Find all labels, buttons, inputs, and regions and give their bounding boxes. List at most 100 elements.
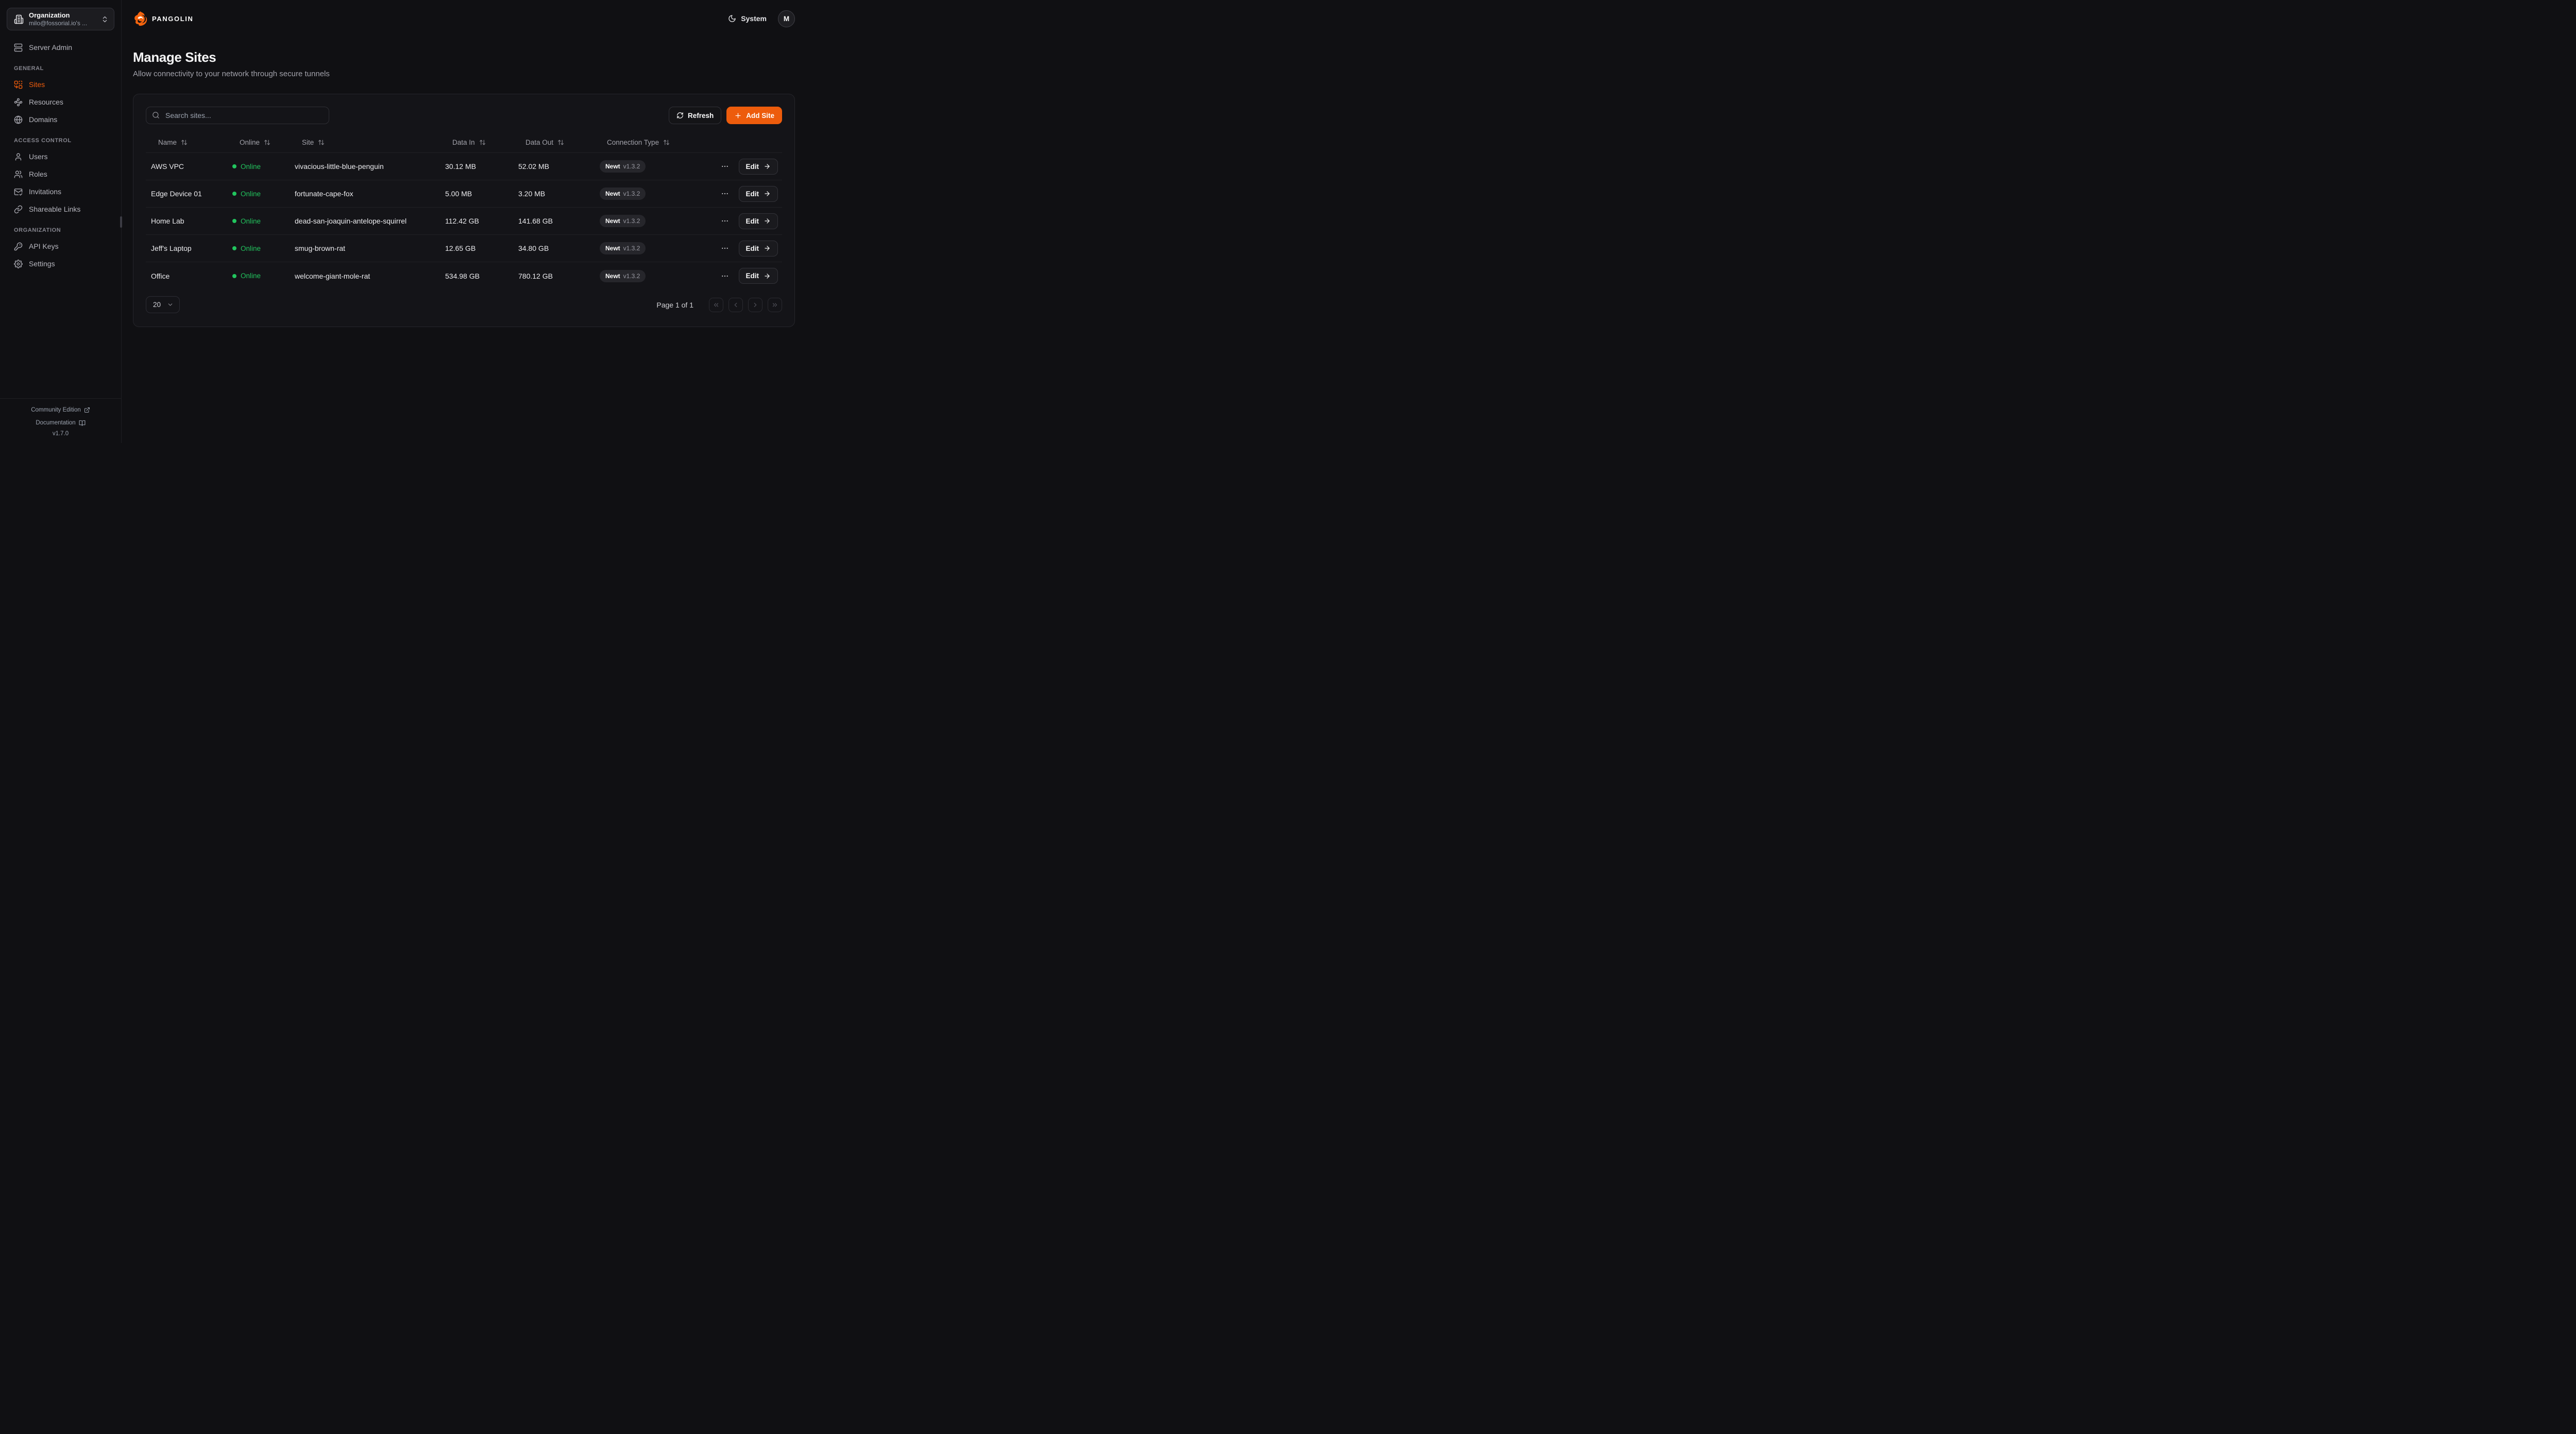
cell-connection-type: Newt v1.3.2 xyxy=(595,269,726,282)
sidebar-item-invitations[interactable]: Invitations xyxy=(7,183,114,200)
column-label: Connection Type xyxy=(607,139,659,146)
cell-connection-type: Newt v1.3.2 xyxy=(595,160,726,173)
column-label: Data In xyxy=(452,139,475,146)
connection-type-name: Newt xyxy=(605,163,620,170)
column-header-name[interactable]: Name xyxy=(146,139,227,146)
first-page-button[interactable] xyxy=(709,297,723,312)
sidebar-item-roles[interactable]: Roles xyxy=(7,165,114,183)
main-area: PANGOLIN System M Manage Sites Allow con… xyxy=(122,0,808,443)
theme-label: System xyxy=(741,14,767,23)
connection-type-name: Newt xyxy=(605,190,620,197)
sidebar: Organization milo@fossorial.io's ... Ser… xyxy=(0,0,122,443)
sidebar-footer: Community Edition Documentation v1.7.0 xyxy=(0,398,121,443)
sidebar-item-users[interactable]: Users xyxy=(7,148,114,165)
refresh-button[interactable]: Refresh xyxy=(668,107,722,124)
search-input[interactable] xyxy=(146,107,329,124)
cell-site: dead-san-joaquin-antelope-squirrel xyxy=(295,217,407,225)
more-horizontal-icon xyxy=(721,247,728,249)
row-menu-button[interactable] xyxy=(720,243,730,253)
sidebar-item-label: Users xyxy=(29,152,48,161)
cell-online: Online xyxy=(227,217,290,225)
online-status-label: Online xyxy=(241,244,261,252)
brand-home-link[interactable]: PANGOLIN xyxy=(133,11,193,26)
more-horizontal-icon xyxy=(721,165,728,167)
connection-type-badge: Newt v1.3.2 xyxy=(600,215,646,227)
globe-icon xyxy=(14,115,23,124)
community-edition-link[interactable]: Community Edition xyxy=(31,406,90,414)
row-menu-button[interactable] xyxy=(720,189,730,199)
sidebar-item-label: Resources xyxy=(29,98,63,106)
column-header-data-out[interactable]: Data Out xyxy=(513,139,595,146)
sites-card: Refresh Add Site Name xyxy=(133,94,795,327)
nav-section-access-control: ACCESS CONTROL xyxy=(14,138,72,144)
table-footer: 20 Page 1 of 1 xyxy=(146,296,782,313)
key-icon xyxy=(14,242,23,251)
sidebar-item-resources[interactable]: Resources xyxy=(7,93,114,111)
column-header-connection-type[interactable]: Connection Type xyxy=(595,139,726,146)
more-horizontal-icon xyxy=(721,193,728,195)
column-header-online[interactable]: Online xyxy=(227,139,290,146)
page-content: Manage Sites Allow connectivity to your … xyxy=(122,37,808,327)
sort-icon xyxy=(663,139,670,146)
online-status-dot xyxy=(232,192,236,196)
external-link-icon xyxy=(84,407,90,413)
sidebar-item-shareable-links[interactable]: Shareable Links xyxy=(7,200,114,218)
org-switcher[interactable]: Organization milo@fossorial.io's ... xyxy=(7,8,114,30)
online-status-dot xyxy=(232,246,236,250)
sidebar-item-domains[interactable]: Domains xyxy=(7,111,114,128)
edit-button[interactable]: Edit xyxy=(738,213,778,229)
sidebar-item-api-keys[interactable]: API Keys xyxy=(7,237,114,255)
edit-button[interactable]: Edit xyxy=(738,240,778,257)
last-page-button[interactable] xyxy=(768,297,782,312)
theme-toggle-button[interactable]: System xyxy=(728,14,767,23)
online-status-label: Online xyxy=(241,190,261,198)
column-header-data-in[interactable]: Data In xyxy=(440,139,513,146)
cell-data-out: 52.02 MB xyxy=(518,162,549,170)
community-edition-label: Community Edition xyxy=(31,407,81,413)
connection-type-version: v1.3.2 xyxy=(623,190,640,197)
next-page-button[interactable] xyxy=(748,297,762,312)
sidebar-item-server-admin[interactable]: Server Admin xyxy=(7,39,114,56)
refresh-icon xyxy=(676,112,684,119)
row-menu-button[interactable] xyxy=(720,161,730,172)
link-icon xyxy=(14,205,23,214)
sidebar-item-settings[interactable]: Settings xyxy=(7,255,114,272)
brand-name: PANGOLIN xyxy=(152,14,194,23)
connection-type-badge: Newt v1.3.2 xyxy=(600,187,646,200)
waypoints-icon xyxy=(14,98,23,107)
column-label: Data Out xyxy=(526,139,554,146)
online-status-label: Online xyxy=(241,272,261,280)
connection-type-name: Newt xyxy=(605,245,620,252)
add-site-button[interactable]: Add Site xyxy=(726,107,782,124)
page-size-select[interactable]: 20 xyxy=(146,296,180,313)
page-info: Page 1 of 1 xyxy=(656,300,693,309)
sort-icon xyxy=(479,139,486,146)
sidebar-resize-handle[interactable] xyxy=(120,216,122,228)
row-menu-button[interactable] xyxy=(720,271,730,281)
cell-name: Jeff's Laptop xyxy=(151,244,192,252)
previous-page-button[interactable] xyxy=(728,297,743,312)
avatar[interactable]: M xyxy=(778,10,795,27)
column-header-site[interactable]: Site xyxy=(290,139,440,146)
plus-icon xyxy=(734,112,742,120)
online-status-label: Online xyxy=(241,217,261,225)
sidebar-item-label: Settings xyxy=(29,260,55,268)
edit-button[interactable]: Edit xyxy=(738,268,778,284)
search-box xyxy=(146,107,329,124)
edit-button[interactable]: Edit xyxy=(738,185,778,202)
table-row: Home Lab Online dead-san-joaquin-antelop… xyxy=(146,208,782,235)
sidebar-item-sites[interactable]: Sites xyxy=(7,76,114,93)
page-title: Manage Sites xyxy=(133,49,216,65)
chevron-right-icon xyxy=(754,302,757,307)
sidebar-item-label: Shareable Links xyxy=(29,205,81,213)
pangolin-logo-icon xyxy=(133,11,148,26)
gear-icon xyxy=(14,259,23,268)
edit-button[interactable]: Edit xyxy=(738,158,778,175)
cell-online: Online xyxy=(227,245,290,252)
documentation-link[interactable]: Documentation xyxy=(36,419,86,427)
cell-online: Online xyxy=(227,272,290,280)
cell-data-in: 112.42 GB xyxy=(445,217,479,225)
cell-data-in: 12.65 GB xyxy=(445,244,476,252)
row-menu-button[interactable] xyxy=(720,216,730,226)
page-size-value: 20 xyxy=(153,301,161,309)
